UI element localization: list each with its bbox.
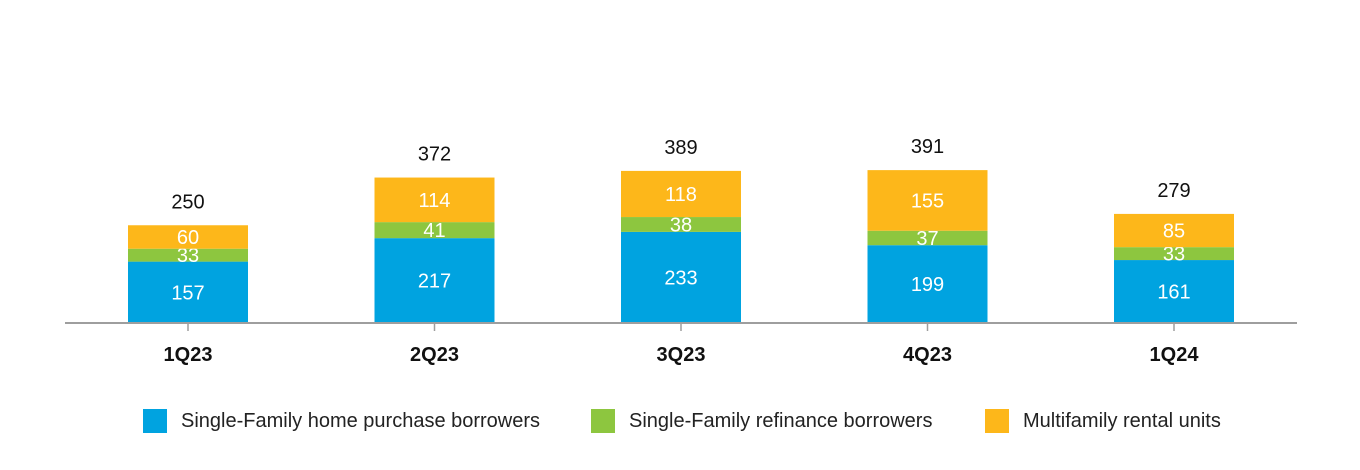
data-label-2q23-series-1: 41 (423, 220, 445, 242)
legend-swatch-multifamily (985, 409, 1009, 433)
bar-segment-1q23-series-0 (128, 261, 248, 323)
legend: Single-Family home purchase borrowers Si… (0, 404, 1360, 438)
total-label-2q23: 372 (418, 144, 451, 166)
total-label-1q24: 279 (1157, 180, 1190, 202)
data-label-4q23-series-0: 199 (911, 274, 944, 296)
bar-segment-3q23-series-0 (621, 231, 741, 323)
data-label-2q23-series-2: 114 (419, 190, 451, 212)
data-label-4q23-series-1: 37 (916, 228, 938, 250)
data-label-3q23-series-2: 118 (665, 184, 697, 206)
bar-segment-1q23-series-2 (128, 225, 248, 249)
bar-segment-2q23-series-0 (374, 238, 495, 323)
x-tick-label-3q23: 3Q23 (657, 344, 706, 366)
bar-segment-3q23-series-2 (621, 170, 741, 218)
bar-segment-4q23-series-0 (867, 245, 988, 323)
bar-segment-4q23-series-2 (867, 170, 988, 231)
data-label-1q23-series-2: 60 (177, 227, 199, 249)
bar-segment-1q24-series-2 (1114, 213, 1234, 248)
data-label-3q23-series-0: 233 (664, 267, 697, 289)
stacked-bar-chart: 15733602501Q23217411143722Q2323338118389… (65, 136, 1297, 366)
bar-segment-1q24-series-1 (1114, 247, 1234, 261)
legend-item-multifamily: Multifamily rental units (985, 404, 1221, 438)
bar-segment-2q23-series-1 (374, 222, 495, 239)
bar-segment-2q23-series-2 (374, 177, 495, 223)
bar-segment-4q23-series-1 (867, 230, 988, 246)
data-label-1q23-series-1: 33 (177, 245, 199, 267)
data-label-2q23-series-0: 217 (418, 271, 451, 293)
legend-item-home-purchase: Single-Family home purchase borrowers (143, 404, 540, 438)
total-label-4q23: 391 (911, 136, 944, 158)
legend-label-multifamily: Multifamily rental units (1023, 409, 1221, 432)
data-label-4q23-series-2: 155 (911, 190, 944, 212)
legend-label-home-purchase: Single-Family home purchase borrowers (181, 409, 541, 432)
total-label-3q23: 389 (664, 137, 697, 159)
data-label-3q23-series-1: 38 (670, 214, 692, 236)
data-label-1q24-series-0: 161 (1157, 282, 1190, 304)
x-tick-label-2q23: 2Q23 (410, 344, 459, 366)
legend-swatch-home-purchase (143, 409, 167, 433)
legend-label-refinance: Single-Family refinance borrowers (629, 409, 933, 432)
total-label-1q23: 250 (171, 191, 204, 213)
x-tick-label-1q23: 1Q23 (164, 344, 213, 366)
bar-segment-1q24-series-0 (1114, 260, 1234, 323)
data-label-1q24-series-2: 85 (1163, 221, 1185, 243)
legend-item-refinance: Single-Family refinance borrowers (591, 404, 932, 438)
bar-segment-3q23-series-1 (621, 217, 741, 232)
data-label-1q23-series-0: 157 (171, 282, 204, 304)
data-label-1q24-series-1: 33 (1163, 244, 1185, 266)
legend-swatch-refinance (591, 409, 615, 433)
x-tick-label-4q23: 4Q23 (903, 344, 952, 366)
bar-segment-1q23-series-1 (128, 248, 248, 262)
x-tick-label-1q24: 1Q24 (1150, 344, 1200, 366)
